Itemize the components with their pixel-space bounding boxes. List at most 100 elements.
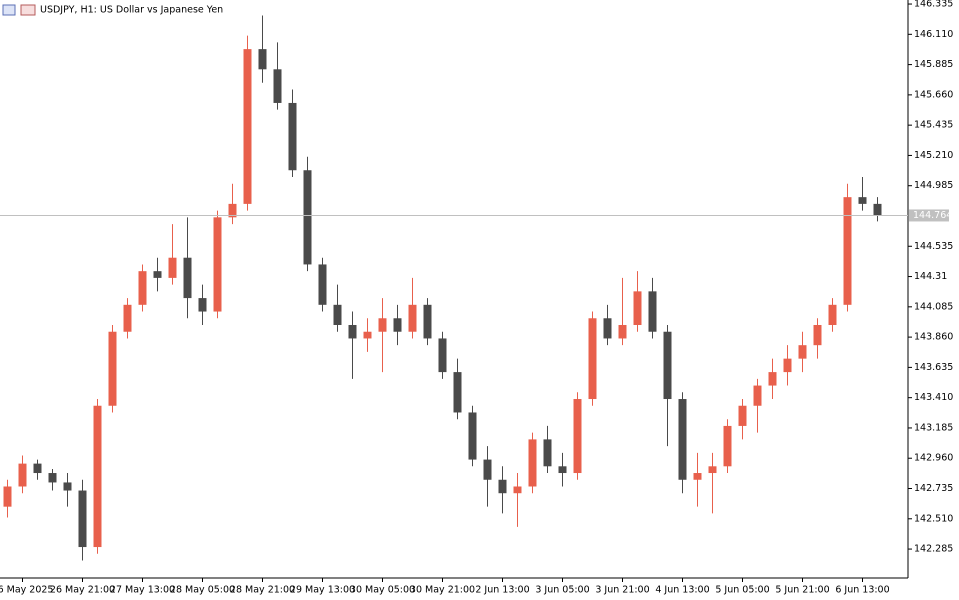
x-tick-label: 28 May 21:00 bbox=[230, 585, 295, 596]
candle-body bbox=[243, 49, 252, 204]
x-tick-label: 3 Jun 21:00 bbox=[595, 585, 649, 596]
candle-body bbox=[228, 203, 237, 218]
candle-body bbox=[753, 385, 762, 406]
candle-body bbox=[108, 331, 117, 406]
candle-body bbox=[78, 490, 87, 548]
chart-title: USDJPY, H1: US Dollar vs Japanese Yen bbox=[40, 5, 223, 16]
y-tick-label: 142.735 bbox=[914, 483, 953, 494]
candle-body bbox=[528, 439, 537, 487]
candle-body bbox=[213, 217, 222, 312]
candle-body bbox=[93, 405, 102, 548]
icon-list bbox=[2, 4, 16, 16]
candle-body bbox=[483, 459, 492, 480]
candle-body bbox=[573, 399, 582, 474]
x-tick-label: 2 Jun 13:00 bbox=[475, 585, 529, 596]
x-tick-label: 30 May 21:00 bbox=[410, 585, 475, 596]
candle-body bbox=[48, 473, 57, 483]
y-tick-label: 145.435 bbox=[914, 120, 953, 131]
x-tick-label: 5 Jun 21:00 bbox=[775, 585, 829, 596]
y-tick-label: 145.210 bbox=[914, 150, 953, 161]
candle-body bbox=[198, 298, 207, 312]
candle-body bbox=[438, 338, 447, 373]
candle-body bbox=[168, 257, 177, 278]
candle-body bbox=[18, 463, 27, 487]
candle-body bbox=[498, 479, 507, 494]
candle-body bbox=[723, 425, 732, 467]
y-tick-label: 144.31 bbox=[914, 271, 947, 282]
candle-body bbox=[828, 304, 837, 325]
candle-body bbox=[543, 439, 552, 467]
y-tick-label: 143.185 bbox=[914, 422, 953, 433]
candle-body bbox=[513, 486, 522, 494]
candle-body bbox=[273, 69, 282, 103]
candle-body bbox=[708, 466, 717, 474]
candle-body bbox=[408, 304, 417, 332]
y-tick-label: 146.335 bbox=[914, 0, 953, 10]
x-tick-label: 26 May 21:00 bbox=[50, 585, 115, 596]
candle-body bbox=[858, 197, 867, 204]
y-tick-label: 143.635 bbox=[914, 362, 953, 373]
candle-body bbox=[318, 264, 327, 305]
x-tick-label: 29 May 13:00 bbox=[290, 585, 355, 596]
x-tick-label: 28 May 05:00 bbox=[170, 585, 235, 596]
y-tick-label: 142.510 bbox=[914, 513, 953, 524]
candle-body bbox=[348, 324, 357, 339]
candle-body bbox=[693, 473, 702, 480]
last-price-box bbox=[909, 209, 949, 222]
candle-body bbox=[393, 318, 402, 332]
x-tick-label: 6 Jun 13:00 bbox=[835, 585, 889, 596]
candle-body bbox=[558, 466, 567, 474]
candle-body bbox=[873, 203, 882, 216]
candle-body bbox=[783, 358, 792, 373]
icon-chart bbox=[20, 4, 36, 16]
candle-body bbox=[63, 482, 72, 491]
candle-body bbox=[123, 304, 132, 332]
y-tick-label: 142.285 bbox=[914, 544, 953, 555]
candle-body bbox=[603, 318, 612, 339]
candle-body bbox=[33, 463, 42, 474]
candle-body bbox=[363, 331, 372, 339]
x-tick-label: 30 May 05:00 bbox=[350, 585, 415, 596]
candle-body bbox=[843, 197, 852, 305]
y-tick-label: 143.860 bbox=[914, 332, 953, 343]
y-tick-label: 145.660 bbox=[914, 89, 953, 100]
candle-body bbox=[183, 257, 192, 299]
candle-body bbox=[588, 318, 597, 400]
candle-body bbox=[138, 271, 147, 305]
candle-body bbox=[3, 486, 12, 507]
x-tick-label: 27 May 13:00 bbox=[110, 585, 175, 596]
candle-body bbox=[618, 324, 627, 339]
candle-body bbox=[648, 291, 657, 332]
candle-body bbox=[678, 399, 687, 480]
last-price-label: 144.764 bbox=[913, 210, 952, 221]
y-tick-label: 146.110 bbox=[914, 29, 953, 40]
y-tick-label: 144.085 bbox=[914, 301, 953, 312]
y-tick-label: 145.885 bbox=[914, 59, 953, 70]
candle-body bbox=[663, 331, 672, 400]
candle-body bbox=[453, 372, 462, 413]
candle-body bbox=[258, 49, 267, 70]
candle-body bbox=[153, 271, 162, 278]
candle-body bbox=[423, 304, 432, 339]
candle-body bbox=[333, 304, 342, 325]
x-tick-label: 5 Jun 05:00 bbox=[715, 585, 769, 596]
candle-body bbox=[633, 291, 642, 325]
y-tick-label: 144.985 bbox=[914, 180, 953, 191]
candle-body bbox=[303, 170, 312, 265]
x-tick-label: 3 Jun 05:00 bbox=[535, 585, 589, 596]
candle-body bbox=[813, 324, 822, 346]
x-tick-label: 4 Jun 13:00 bbox=[655, 585, 709, 596]
y-tick-label: 142.960 bbox=[914, 453, 953, 464]
y-tick-label: 144.535 bbox=[914, 241, 953, 252]
candle-body bbox=[768, 372, 777, 386]
candle-body bbox=[288, 102, 297, 171]
candle-body bbox=[798, 345, 807, 359]
candle-body bbox=[468, 412, 477, 460]
x-tick-label: 26 May 2025 bbox=[0, 585, 53, 596]
candle-body bbox=[378, 318, 387, 332]
y-tick-label: 143.410 bbox=[914, 392, 953, 403]
candle-body bbox=[738, 405, 747, 426]
